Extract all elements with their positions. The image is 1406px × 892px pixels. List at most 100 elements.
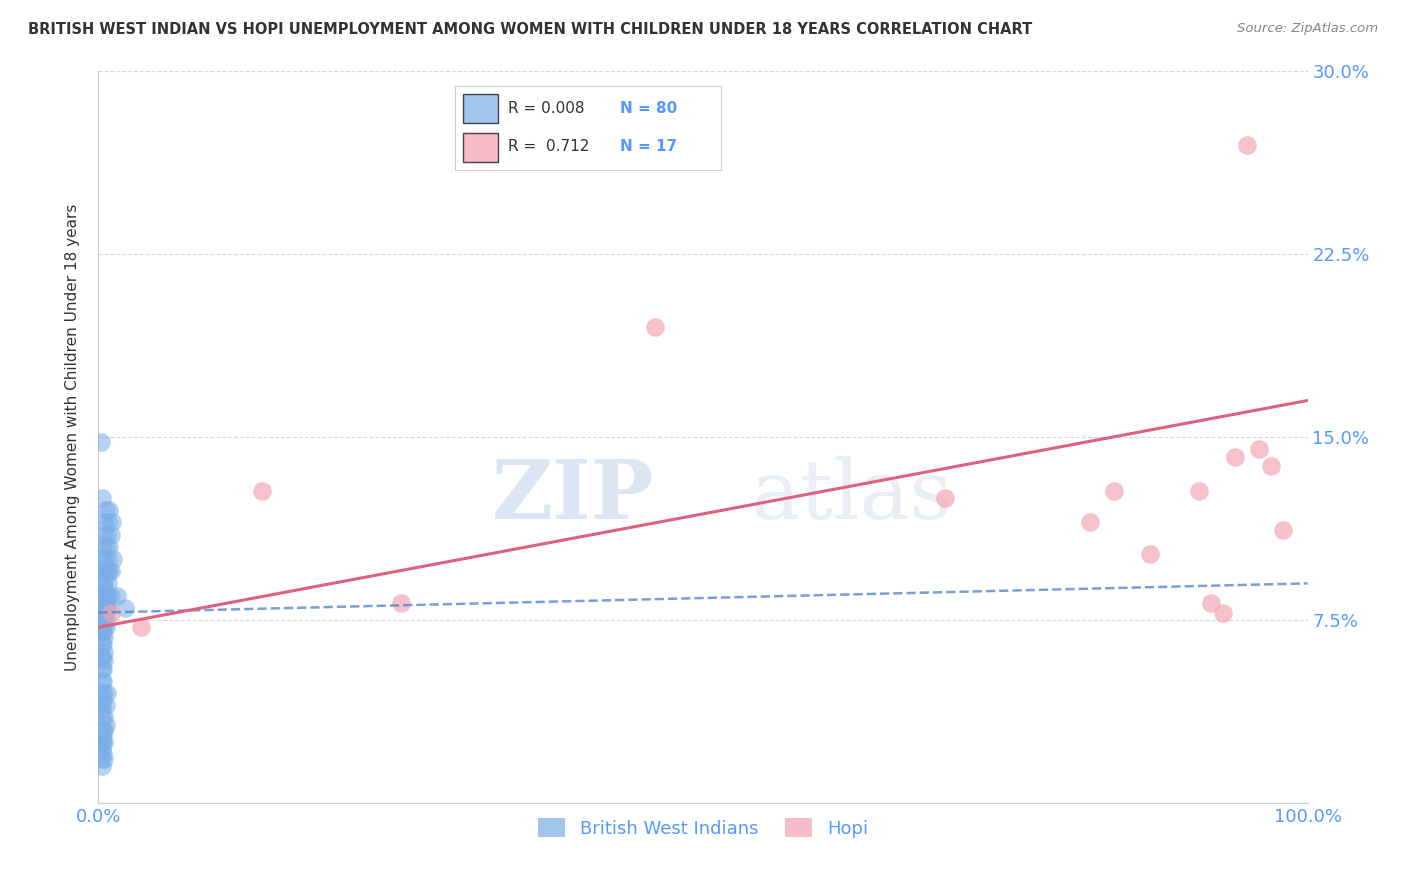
Point <box>94 596 117 610</box>
Point <box>91 564 114 578</box>
Point <box>91 564 114 578</box>
Point <box>1199 596 1222 610</box>
Point <box>1236 137 1258 152</box>
Point <box>250 483 273 498</box>
Text: Source: ZipAtlas.com: Source: ZipAtlas.com <box>1237 22 1378 36</box>
Point <box>93 654 115 668</box>
Point <box>91 759 114 773</box>
Point <box>91 673 114 688</box>
Point <box>91 735 114 749</box>
Point <box>91 742 114 756</box>
Point <box>91 637 114 651</box>
Point <box>100 589 122 603</box>
Point <box>98 564 121 578</box>
Point <box>96 589 118 603</box>
Point <box>94 503 117 517</box>
Point <box>1188 483 1211 498</box>
Point <box>94 698 117 713</box>
Y-axis label: Unemployment Among Women with Children Under 18 years: Unemployment Among Women with Children U… <box>65 203 80 671</box>
Point <box>90 552 112 566</box>
Point <box>93 576 115 591</box>
Point <box>94 620 117 634</box>
Point <box>1139 547 1161 561</box>
Point <box>91 589 114 603</box>
Point <box>94 613 117 627</box>
Point <box>91 752 114 766</box>
Point <box>91 735 114 749</box>
Point <box>91 613 114 627</box>
Point <box>96 600 118 615</box>
Point <box>91 589 114 603</box>
Point <box>114 600 136 615</box>
Point <box>94 606 117 620</box>
Point <box>90 576 112 591</box>
Point <box>100 564 122 578</box>
Point <box>94 564 117 578</box>
Point <box>93 630 115 644</box>
Point <box>93 710 115 724</box>
Point <box>100 606 122 620</box>
Point <box>94 718 117 732</box>
Point <box>91 673 114 688</box>
Point <box>91 703 114 717</box>
Point <box>97 589 120 603</box>
Point <box>94 540 117 554</box>
Point <box>93 600 115 615</box>
Point <box>91 723 114 737</box>
Point <box>96 686 118 700</box>
Point <box>96 527 118 541</box>
Point <box>93 552 115 566</box>
Point <box>91 662 114 676</box>
Point <box>93 620 115 634</box>
Point <box>1272 523 1295 537</box>
Point <box>91 540 114 554</box>
Legend: British West Indians, Hopi: British West Indians, Hopi <box>531 811 875 845</box>
Point <box>93 516 115 530</box>
Point <box>98 503 121 517</box>
Point <box>97 576 120 591</box>
Point <box>91 698 114 713</box>
Text: BRITISH WEST INDIAN VS HOPI UNEMPLOYMENT AMONG WOMEN WITH CHILDREN UNDER 18 YEAR: BRITISH WEST INDIAN VS HOPI UNEMPLOYMENT… <box>28 22 1032 37</box>
Text: ZIP: ZIP <box>492 456 655 535</box>
Point <box>98 540 121 554</box>
Point <box>1260 459 1282 474</box>
Point <box>644 320 666 334</box>
Point <box>93 723 115 737</box>
Point <box>389 596 412 610</box>
Point <box>91 527 114 541</box>
Point <box>91 625 114 640</box>
Point <box>93 752 115 766</box>
Point <box>1249 442 1271 457</box>
Point <box>97 516 120 530</box>
Point <box>934 491 956 505</box>
Point <box>91 625 114 640</box>
Point <box>129 620 152 634</box>
Point <box>93 645 115 659</box>
Text: atlas: atlas <box>751 456 953 535</box>
Point <box>91 710 114 724</box>
Point <box>91 727 114 741</box>
Point <box>91 637 114 651</box>
Point <box>1102 483 1125 498</box>
Point <box>93 686 115 700</box>
Point <box>100 516 122 530</box>
Point <box>91 686 114 700</box>
Point <box>93 606 115 620</box>
Point <box>90 434 112 449</box>
Point <box>93 581 115 595</box>
Point <box>91 747 114 761</box>
Point <box>1223 450 1246 464</box>
Point <box>101 552 124 566</box>
Point <box>96 600 118 615</box>
Point <box>93 735 115 749</box>
Point <box>105 589 128 603</box>
Point <box>91 613 114 627</box>
Point <box>91 662 114 676</box>
Point <box>91 649 114 664</box>
Point <box>91 491 114 505</box>
Point <box>91 649 114 664</box>
Point <box>1212 606 1234 620</box>
Point <box>91 693 114 707</box>
Point <box>100 527 122 541</box>
Point <box>91 600 114 615</box>
